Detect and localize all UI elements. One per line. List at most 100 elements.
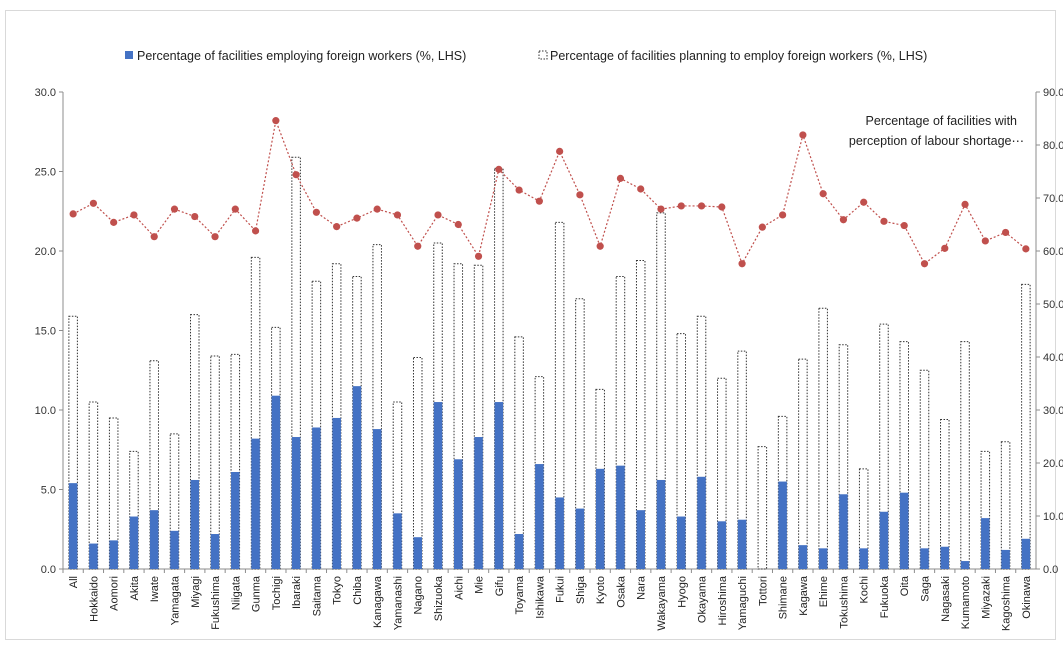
shortage-point — [941, 244, 949, 252]
y2-tick-label: 80.0 — [1043, 140, 1063, 152]
employing-bar — [555, 497, 564, 569]
shortage-point — [414, 242, 422, 250]
x-tick-label: Kumamoto — [960, 576, 972, 629]
employing-bar — [981, 518, 990, 569]
employing-bar — [190, 479, 200, 569]
employing-bar — [291, 437, 301, 569]
x-tick-label: Hyogo — [676, 576, 688, 608]
x-tick-label: Toyama — [514, 575, 526, 614]
shortage-point — [738, 260, 746, 268]
y2-tick-label: 0.0 — [1043, 564, 1058, 576]
shortage-point — [596, 242, 604, 250]
x-tick-label: Yamaguchi — [737, 576, 749, 630]
shortage-point — [637, 185, 645, 193]
y2-tick-label: 10.0 — [1043, 511, 1063, 523]
x-tick-label: Mie — [474, 576, 486, 594]
planning-bar — [68, 315, 78, 570]
legend-swatch-employing — [125, 51, 133, 59]
shortage-point — [616, 174, 625, 182]
x-tick-label: Yamagata — [169, 575, 181, 625]
shortage-point — [353, 214, 361, 222]
employing-bar — [616, 465, 625, 569]
legend-swatch-planning — [538, 50, 548, 60]
shortage-line — [72, 118, 1027, 266]
x-tick-label: Yamanashi — [392, 576, 404, 630]
employing-bar — [960, 561, 970, 569]
shortage-point — [880, 217, 888, 225]
shortage-point — [839, 216, 848, 224]
shortage-point — [272, 117, 280, 125]
shortage-point — [900, 221, 908, 230]
shortage-point — [393, 211, 402, 219]
planning-bar — [757, 446, 768, 570]
shortage-point — [758, 223, 766, 231]
x-tick-label: Fukushima — [210, 575, 222, 630]
annotation-line-1: Percentage of facilities with — [866, 114, 1018, 128]
employing-bar — [312, 427, 321, 569]
planning-bar — [879, 323, 889, 570]
employing-bar — [149, 510, 159, 569]
employing-bar — [332, 417, 341, 569]
y-tick-label: 15.0 — [35, 326, 56, 338]
shortage-point — [920, 260, 929, 268]
x-tick-label: Aomori — [109, 576, 121, 611]
shortage-point — [191, 212, 199, 221]
x-tick-label: Fukuoka — [879, 575, 891, 618]
x-tick-label: Kyoto — [595, 576, 607, 604]
planning-bar — [149, 360, 159, 570]
employing-bar — [778, 481, 787, 569]
employing-bar — [839, 494, 848, 569]
employing-bar — [129, 516, 139, 569]
planning-bar — [554, 221, 565, 570]
employing-bar — [494, 402, 504, 569]
employing-bar — [231, 472, 240, 569]
y2-tick-label: 60.0 — [1043, 246, 1063, 258]
shortage-point — [779, 211, 787, 219]
y2-tick-label: 30.0 — [1043, 405, 1063, 417]
x-tick-label: Tochigi — [271, 576, 283, 610]
y-tick-label: 0.0 — [41, 564, 56, 576]
y-tick-label: 10.0 — [35, 405, 56, 417]
x-tick-label: Fukui — [555, 576, 567, 603]
employing-bar — [474, 437, 483, 569]
planning-bar — [514, 336, 524, 570]
x-tick-label: Kochi — [859, 576, 871, 604]
shortage-point — [556, 147, 564, 155]
planning-bar — [392, 401, 403, 570]
x-tick-label: Iwate — [149, 576, 161, 602]
x-tick-label: Nagano — [413, 576, 425, 615]
legend-label-planning: Percentage of facilities planning to emp… — [550, 49, 927, 63]
planning-bar — [919, 369, 930, 570]
shortage-point — [150, 233, 158, 241]
employing-bar — [68, 483, 78, 569]
x-tick-label: Niigata — [230, 575, 242, 610]
y2-tick-label: 20.0 — [1043, 458, 1063, 470]
y-tick-label: 5.0 — [41, 485, 56, 497]
x-tick-label: Shizuoka — [433, 575, 445, 621]
employing-bar — [1021, 538, 1031, 569]
annotation-line-2: perception of labour shortage⋯ — [849, 134, 1024, 148]
y2-tick-label: 90.0 — [1043, 87, 1063, 99]
employing-bar — [595, 468, 605, 569]
x-tick-label: Kagoshima — [1001, 575, 1013, 631]
planning-bar — [108, 417, 119, 570]
employing-bar — [170, 530, 179, 569]
employing-bar — [636, 510, 645, 569]
employing-bar — [251, 438, 260, 569]
x-tick-label: Nagasaki — [940, 576, 952, 622]
employing-bar — [697, 476, 706, 569]
shortage-point — [130, 211, 138, 219]
x-tick-label: Okayama — [697, 575, 709, 623]
shortage-point — [434, 211, 442, 219]
employing-bar — [879, 511, 889, 569]
shortage-point — [981, 237, 989, 245]
employing-bar — [109, 540, 118, 569]
employing-bar — [859, 548, 868, 569]
shortage-point — [576, 191, 584, 199]
legend-label-employing: Percentage of facilities employing forei… — [137, 49, 466, 63]
employing-bar — [737, 519, 747, 569]
shortage-point — [799, 131, 807, 139]
x-tick-label: Tokyo — [332, 576, 344, 605]
shortage-point — [1001, 228, 1010, 237]
